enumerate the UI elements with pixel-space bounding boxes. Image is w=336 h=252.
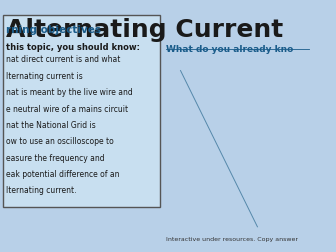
Text: easure the frequency and: easure the frequency and	[6, 154, 105, 163]
Text: nat is meant by the live wire and: nat is meant by the live wire and	[6, 88, 133, 97]
FancyBboxPatch shape	[3, 15, 160, 207]
Text: Alternating Current: Alternating Current	[6, 18, 284, 42]
Text: this topic, you should know:: this topic, you should know:	[6, 43, 140, 52]
Text: lternating current is: lternating current is	[6, 72, 83, 81]
Text: e neutral wire of a mains circuit: e neutral wire of a mains circuit	[6, 105, 128, 114]
Text: nat direct current is and what: nat direct current is and what	[6, 55, 121, 65]
Text: nat the National Grid is: nat the National Grid is	[6, 121, 96, 130]
Text: rning objectives: rning objectives	[6, 25, 101, 35]
Text: Interactive under resources. Copy answer: Interactive under resources. Copy answer	[166, 237, 298, 242]
Text: What do you already kno: What do you already kno	[166, 45, 294, 54]
Text: eak potential difference of an: eak potential difference of an	[6, 170, 120, 179]
Text: ow to use an oscilloscope to: ow to use an oscilloscope to	[6, 137, 114, 146]
Text: lternating current.: lternating current.	[6, 186, 77, 196]
